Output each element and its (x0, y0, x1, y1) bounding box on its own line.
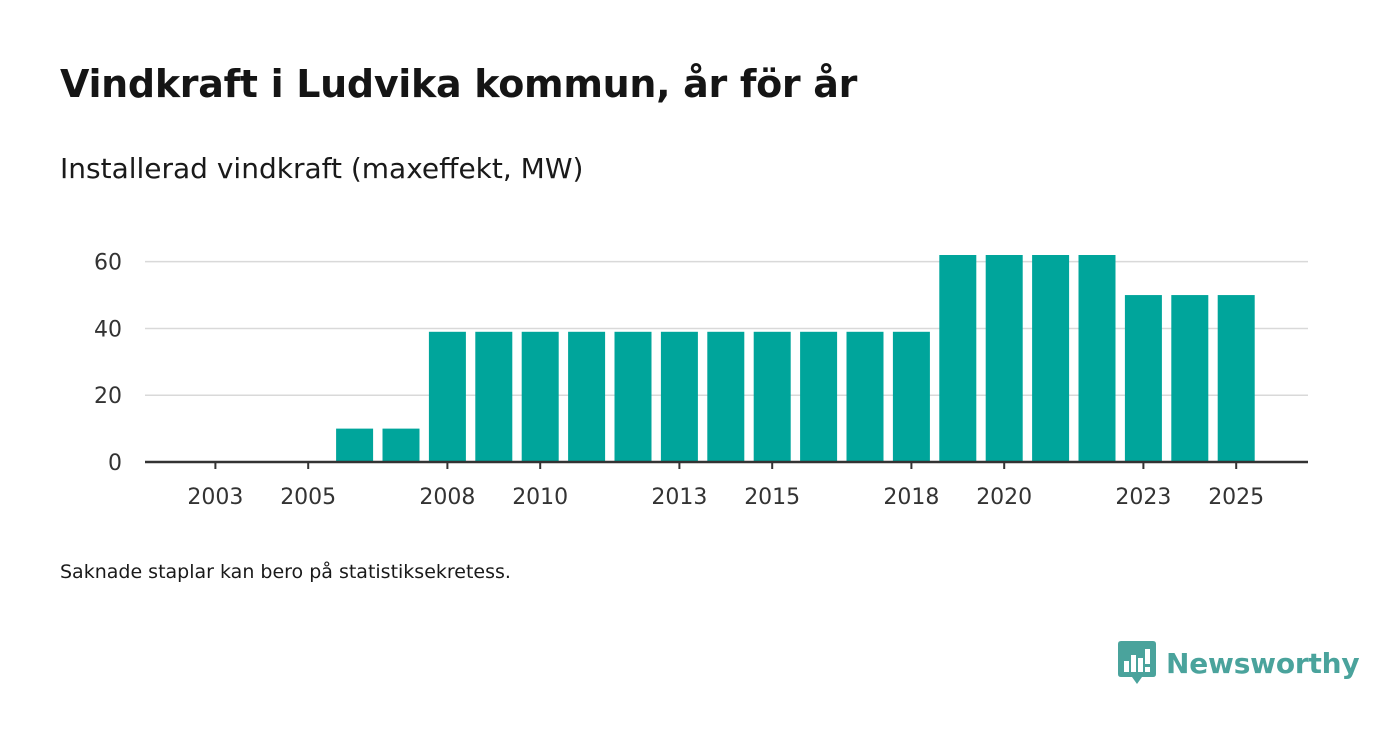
bar-2006 (336, 428, 374, 462)
footnote: Saknade staplar kan bero på statistiksek… (60, 561, 511, 583)
bar-2021 (1032, 255, 1070, 462)
x-tick-label: 2003 (187, 485, 243, 510)
chart-title: Vindkraft i Ludvika kommun, år för år (60, 62, 858, 106)
bars (336, 255, 1255, 462)
brand-logo[interactable]: Newsworthy (1118, 641, 1360, 685)
y-tick-label: 40 (94, 317, 122, 342)
bar-2023 (1124, 295, 1162, 462)
chart-subtitle: Installerad vindkraft (maxeffekt, MW) (60, 152, 584, 185)
bar-2018 (892, 331, 930, 462)
x-tick-label: 2010 (512, 485, 568, 510)
x-tick-label: 2008 (419, 485, 475, 510)
y-tick-label: 60 (94, 251, 122, 276)
bar-2007 (382, 428, 420, 462)
bar-2014 (707, 331, 745, 462)
x-tick-label: 2013 (651, 485, 707, 510)
bar-2010 (521, 331, 559, 462)
bar-2020 (985, 255, 1023, 462)
bar-2019 (939, 255, 977, 462)
x-tick-label: 2025 (1208, 485, 1264, 510)
y-tick-label: 20 (94, 384, 122, 409)
bar-2016 (800, 331, 838, 462)
axes: 0 20 40 60 2003 2005 2008 2010 2013 2015 2018 2020 2… (94, 251, 1308, 510)
x-tick-label: 2005 (280, 485, 336, 510)
x-tick-label: 2015 (744, 485, 800, 510)
bar-2013 (660, 331, 698, 462)
bar-2025 (1217, 295, 1255, 462)
bar-2015 (753, 331, 791, 462)
x-tick-label: 2023 (1115, 485, 1171, 510)
bar-chart: 0 20 40 60 2003 2005 2008 2010 2013 2015 2018 2020 2… (94, 251, 1308, 510)
bar-2022 (1078, 255, 1116, 462)
x-tick-label: 2020 (976, 485, 1032, 510)
bar-2008 (428, 331, 466, 462)
brand-name: Newsworthy (1166, 646, 1360, 680)
bar-2017 (846, 331, 884, 462)
y-tick-label: 0 (108, 451, 122, 476)
bar-2011 (568, 331, 606, 462)
bar-2009 (475, 331, 513, 462)
x-tick-label: 2018 (883, 485, 939, 510)
newsworthy-logo-icon (1118, 641, 1156, 684)
bar-2012 (614, 331, 652, 462)
bar-2024 (1171, 295, 1209, 462)
